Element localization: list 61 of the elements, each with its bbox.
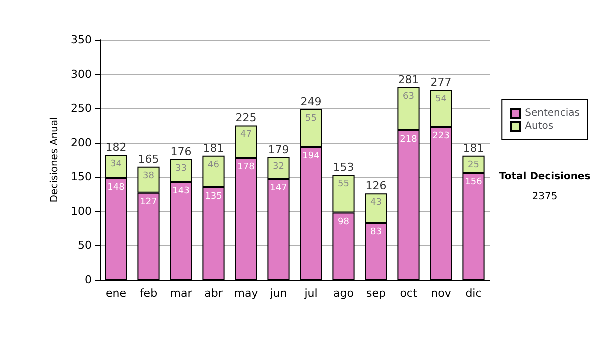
total-label: 179 — [268, 143, 290, 156]
x-tick-label: feb — [140, 287, 158, 300]
data-label: 135 — [205, 192, 222, 202]
data-label: 32 — [273, 162, 284, 172]
data-label: 147 — [270, 184, 288, 194]
total-label: 126 — [366, 180, 387, 193]
data-label: 223 — [432, 132, 450, 142]
x-tick-label: jun — [269, 287, 288, 300]
data-label: 54 — [436, 94, 448, 105]
legend-label: Autos — [525, 121, 554, 132]
total-label: 225 — [236, 112, 257, 125]
total-label: 249 — [300, 95, 322, 108]
data-label: 47 — [240, 130, 252, 140]
total-label: 176 — [170, 145, 192, 158]
total-label: 153 — [333, 161, 354, 174]
y-tick-label: 300 — [71, 68, 92, 81]
total-label: 281 — [398, 73, 420, 86]
total-label: 277 — [430, 76, 452, 90]
x-tick-label: sep — [366, 287, 386, 300]
total-label: 181 — [203, 142, 224, 155]
x-tick-label: dic — [466, 287, 482, 300]
y-tick-label: 350 — [71, 34, 92, 46]
data-label: 178 — [238, 162, 256, 172]
total-label: 181 — [463, 142, 484, 155]
data-label: 98 — [338, 217, 350, 228]
data-label: 55 — [338, 180, 350, 190]
x-tick-label: may — [234, 287, 259, 300]
data-label: 148 — [108, 183, 126, 194]
data-label: 46 — [208, 160, 220, 170]
x-tick-label: ene — [106, 287, 127, 300]
y-tick-label: 250 — [71, 102, 92, 116]
x-tick-label: mar — [170, 287, 193, 300]
data-label: 55 — [306, 114, 317, 124]
legend-label: Sentencias — [525, 108, 580, 119]
total-label: 182 — [106, 141, 127, 154]
y-tick-label: 0 — [85, 274, 92, 286]
data-label: 218 — [400, 135, 418, 146]
data-label: 43 — [370, 198, 382, 208]
y-tick-label: 100 — [71, 204, 92, 218]
text: 2375 — [532, 192, 558, 202]
data-label: 127 — [140, 197, 158, 208]
y-tick-label: 200 — [71, 136, 92, 150]
text: Total Decisiones — [499, 172, 591, 182]
data-label: 143 — [172, 186, 190, 196]
x-tick-label: jul — [304, 287, 318, 300]
x-tick-label: ago — [334, 287, 354, 300]
data-label: 38 — [143, 171, 155, 182]
data-label: 34 — [110, 160, 122, 170]
y-axis-title: Decisiones Anual — [50, 117, 61, 203]
data-label: 83 — [370, 228, 382, 238]
x-tick-label: oct — [400, 287, 418, 300]
data-label: 156 — [465, 178, 483, 188]
total-label: 165 — [138, 152, 160, 166]
data-label: 194 — [302, 151, 320, 162]
data-label: 63 — [403, 92, 414, 102]
data-label: 25 — [468, 160, 480, 170]
data-label: 33 — [176, 164, 187, 174]
x-tick-label: abr — [204, 287, 224, 300]
x-tick-label: nov — [431, 287, 452, 300]
y-tick-label: 50 — [78, 239, 92, 252]
y-tick-label: 150 — [71, 170, 92, 184]
